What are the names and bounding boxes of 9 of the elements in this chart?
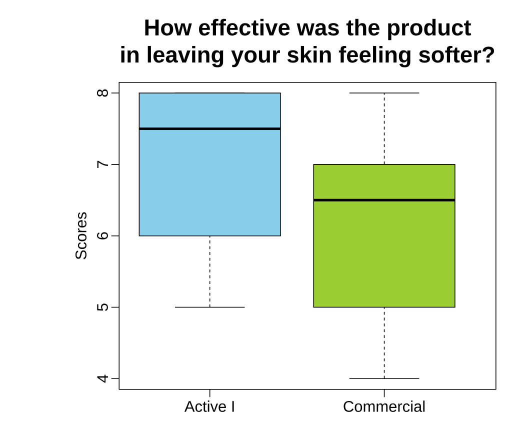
x-tick-label: Commercial — [344, 400, 425, 412]
chart-title: How effective was the product in leaving your skin feeling softer? — [121, 18, 494, 68]
y-tick-label: 6 — [97, 232, 108, 240]
y-axis-title: Scores — [76, 212, 86, 260]
y-tick-label: 4 — [97, 374, 108, 383]
y-tick-label: 5 — [97, 304, 108, 311]
x-tick-label: Active I — [184, 400, 234, 412]
y-tick-label: 7 — [97, 160, 108, 168]
y-tick-label: 8 — [97, 89, 108, 97]
